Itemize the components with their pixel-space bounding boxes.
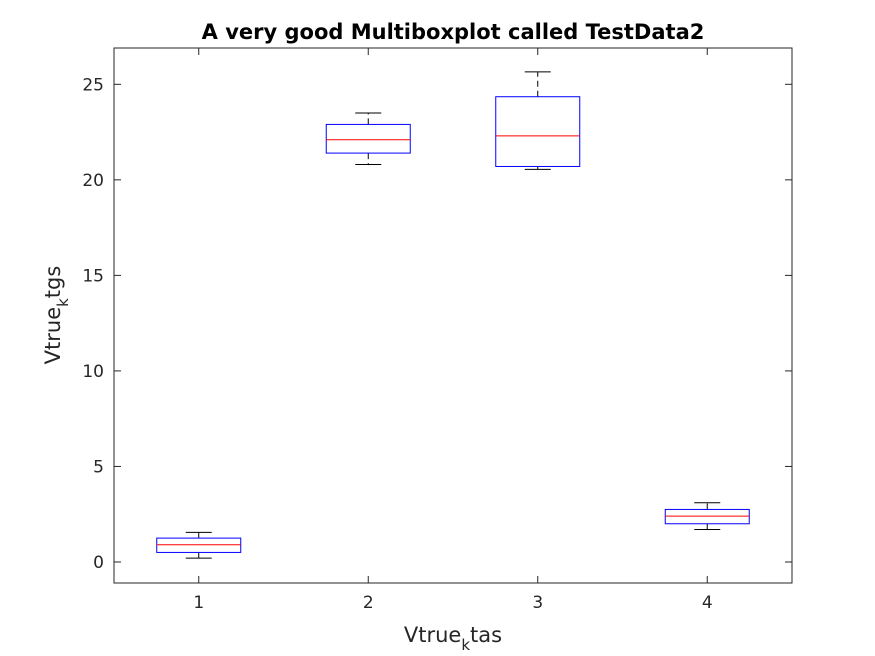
box-2 (325, 123, 411, 154)
x-axis-label-rest: tas (470, 623, 502, 647)
x-axis-label-sub: k (461, 636, 470, 654)
chart-title: A very good Multiboxplot called TestData… (202, 20, 705, 44)
y-tick-label: 5 (93, 457, 104, 477)
box-3 (495, 96, 581, 167)
y-axis-label: Vtruektgs (41, 266, 72, 365)
y-axis-label-rest: tgs (41, 266, 65, 299)
x-axis-label-base: Vtrue (404, 623, 461, 647)
plot-frame (113, 47, 793, 584)
x-tick-label: 1 (193, 593, 204, 613)
x-axis-label: Vtruektas (404, 623, 502, 654)
y-axis-label-sub: k (54, 298, 72, 307)
x-tick-label: 4 (702, 593, 713, 613)
x-tick-label: 2 (363, 593, 374, 613)
y-tick-label: 0 (93, 553, 104, 573)
y-tick-label: 15 (82, 266, 104, 286)
plot-area: 0 5 10 15 20 25 1 2 3 4 (82, 47, 793, 613)
y-tick-label: 20 (82, 171, 104, 191)
x-tick-label: 3 (532, 593, 543, 613)
y-axis-label-base: Vtrue (41, 307, 65, 364)
y-tick-label: 10 (82, 362, 104, 382)
y-tick-label: 25 (82, 75, 104, 95)
